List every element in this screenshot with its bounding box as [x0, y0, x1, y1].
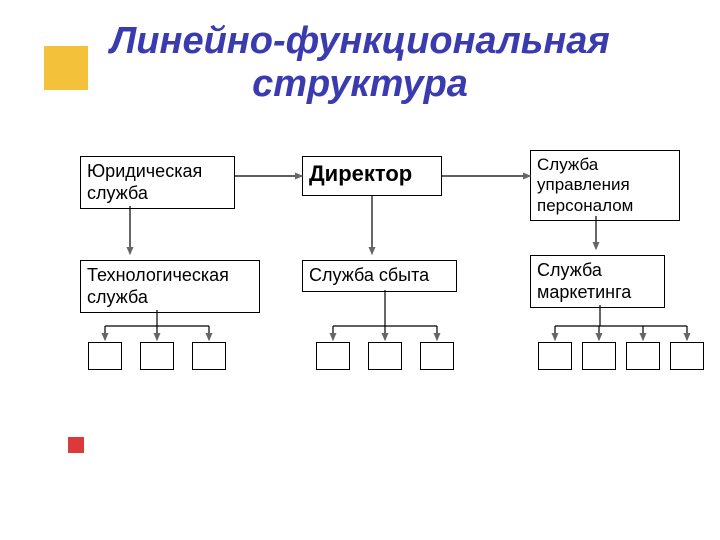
leaf-tech-2 — [192, 342, 226, 370]
node-legal: Юридическаяслужба — [80, 156, 235, 209]
node-sales-label: Служба сбыта — [309, 265, 429, 285]
node-director-label: Директор — [309, 161, 412, 186]
node-hr: Службауправленияперсоналом — [530, 150, 680, 221]
node-mkt-label: Службамаркетинга — [537, 260, 631, 302]
leaf-mkt-1 — [582, 342, 616, 370]
leaf-mkt-0 — [538, 342, 572, 370]
title-line2: структура — [0, 63, 720, 106]
page-title: Линейно-функциональная структура — [0, 20, 720, 106]
leaf-sales-0 — [316, 342, 350, 370]
decor-bullet — [68, 437, 84, 453]
node-marketing: Службамаркетинга — [530, 255, 665, 308]
leaf-tech-1 — [140, 342, 174, 370]
node-legal-label: Юридическаяслужба — [87, 161, 202, 203]
node-director: Директор — [302, 156, 442, 196]
leaf-sales-1 — [368, 342, 402, 370]
node-sales: Служба сбыта — [302, 260, 457, 292]
node-hr-label: Службауправленияперсоналом — [537, 155, 633, 215]
leaf-mkt-2 — [626, 342, 660, 370]
node-tech-label: Технологическаяслужба — [87, 265, 229, 307]
leaf-mkt-3 — [670, 342, 704, 370]
title-line1: Линейно-функциональная — [0, 20, 720, 63]
node-tech: Технологическаяслужба — [80, 260, 260, 313]
leaf-tech-0 — [88, 342, 122, 370]
leaf-sales-2 — [420, 342, 454, 370]
